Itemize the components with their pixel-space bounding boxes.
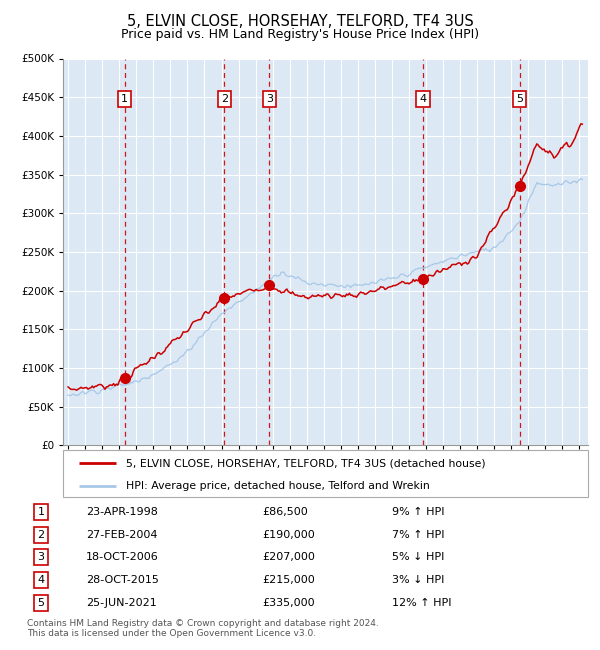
Text: £86,500: £86,500	[263, 507, 308, 517]
Text: 23-APR-1998: 23-APR-1998	[86, 507, 158, 517]
Text: HPI: Average price, detached house, Telford and Wrekin: HPI: Average price, detached house, Telf…	[126, 480, 430, 491]
Text: Price paid vs. HM Land Registry's House Price Index (HPI): Price paid vs. HM Land Registry's House …	[121, 28, 479, 41]
Text: 5, ELVIN CLOSE, HORSEHAY, TELFORD, TF4 3US: 5, ELVIN CLOSE, HORSEHAY, TELFORD, TF4 3…	[127, 14, 473, 29]
Text: £207,000: £207,000	[263, 552, 316, 562]
Text: 25-JUN-2021: 25-JUN-2021	[86, 598, 157, 608]
Text: 4: 4	[419, 94, 427, 104]
Text: 4: 4	[37, 575, 44, 585]
Text: £335,000: £335,000	[263, 598, 315, 608]
FancyBboxPatch shape	[63, 450, 588, 497]
Text: 2: 2	[221, 94, 228, 104]
Text: 3% ↓ HPI: 3% ↓ HPI	[392, 575, 444, 585]
Text: 5, ELVIN CLOSE, HORSEHAY, TELFORD, TF4 3US (detached house): 5, ELVIN CLOSE, HORSEHAY, TELFORD, TF4 3…	[126, 458, 485, 468]
Text: 7% ↑ HPI: 7% ↑ HPI	[392, 530, 444, 540]
Text: 5% ↓ HPI: 5% ↓ HPI	[392, 552, 444, 562]
Text: 28-OCT-2015: 28-OCT-2015	[86, 575, 159, 585]
Text: 5: 5	[38, 598, 44, 608]
Text: 5: 5	[516, 94, 523, 104]
Text: 2: 2	[37, 530, 44, 540]
Text: 9% ↑ HPI: 9% ↑ HPI	[392, 507, 444, 517]
Text: 1: 1	[38, 507, 44, 517]
Text: 3: 3	[38, 552, 44, 562]
Text: 1: 1	[121, 94, 128, 104]
Text: 3: 3	[266, 94, 273, 104]
Text: Contains HM Land Registry data © Crown copyright and database right 2024.
This d: Contains HM Land Registry data © Crown c…	[27, 619, 379, 638]
Text: £215,000: £215,000	[263, 575, 316, 585]
Text: 18-OCT-2006: 18-OCT-2006	[86, 552, 158, 562]
Text: £190,000: £190,000	[263, 530, 316, 540]
Text: 12% ↑ HPI: 12% ↑ HPI	[392, 598, 451, 608]
Text: 27-FEB-2004: 27-FEB-2004	[86, 530, 157, 540]
